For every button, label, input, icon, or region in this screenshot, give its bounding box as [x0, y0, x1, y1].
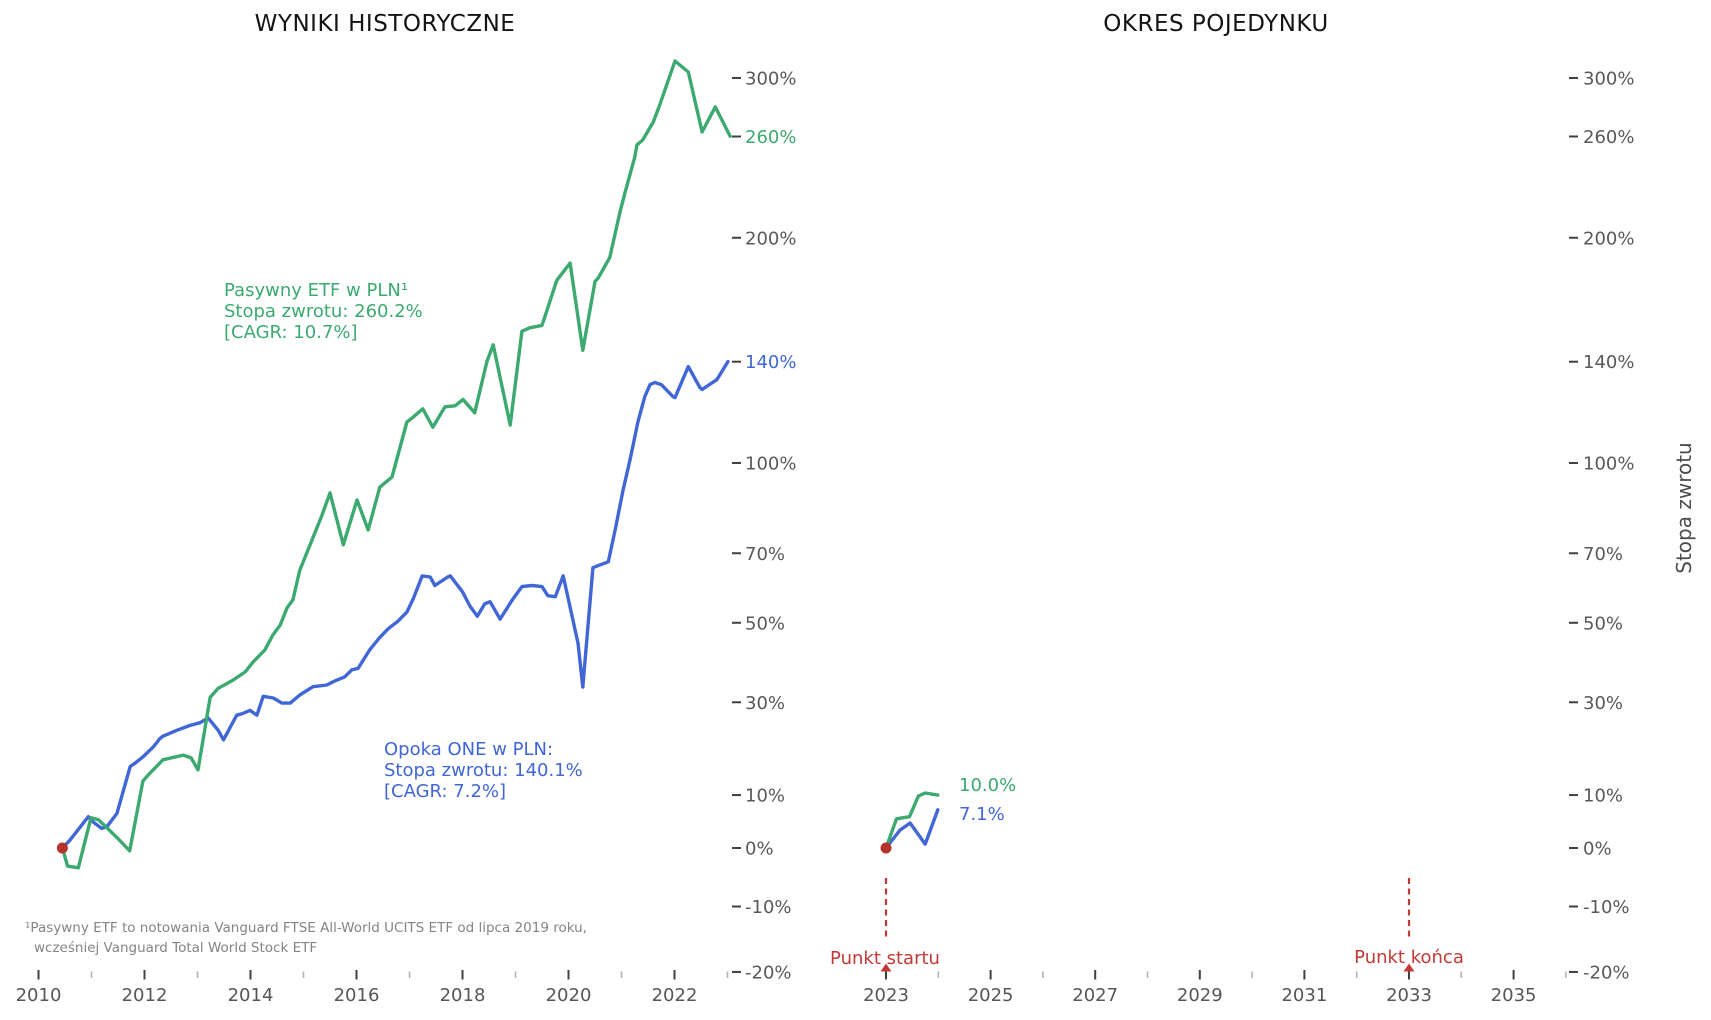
series-line-opoka-one-w-pln: [884, 808, 940, 850]
y-tick-label: 140%: [1583, 352, 1634, 373]
x-tick-label: 2033: [1386, 985, 1432, 1006]
y-tick-label: 70%: [745, 544, 785, 565]
y-tick-label: 0%: [1583, 839, 1612, 860]
y-tick-label: 10%: [1583, 786, 1623, 807]
y-tick-label: 100%: [1583, 453, 1634, 474]
y-tick-label: 30%: [745, 693, 785, 714]
y-tick-label: 50%: [1583, 613, 1623, 634]
y-tick-label: 140%: [745, 352, 796, 373]
x-tick-label: 2023: [863, 985, 909, 1006]
start-point-dot: [880, 842, 892, 854]
y-axis-title: Stopa zwrotu: [1672, 442, 1696, 574]
start-point-dot: [56, 842, 68, 854]
y-tick-label: 300%: [1583, 68, 1634, 89]
y-tick-label: 200%: [745, 228, 796, 249]
y-tick-label: 100%: [745, 453, 796, 474]
x-tick-label: 2020: [546, 985, 592, 1006]
footnote-line1: ¹Pasywny ETF to notowania Vanguard FTSE …: [25, 920, 587, 936]
event-caret-marker: [880, 963, 892, 972]
right-chart-title: OKRES POJEDYNKU: [1103, 11, 1329, 37]
duel-blue-return-label: 7.1%: [959, 804, 1005, 825]
y-tick-label: 200%: [1583, 228, 1634, 249]
footnote: ¹Pasywny ETF to notowania Vanguard FTSE …: [25, 919, 587, 958]
green-series-name: Pasywny ETF w PLN¹: [224, 280, 409, 301]
blue-series-annotation: Opoka ONE w PLN: Stopa zwrotu: 140.1% [C…: [384, 739, 583, 802]
series-line-pasywny-etf-w-pln: [60, 59, 732, 870]
start-point-label: Punkt startu: [830, 948, 940, 969]
x-tick-label: 2027: [1072, 985, 1118, 1006]
x-tick-label: 2022: [652, 985, 698, 1006]
x-tick-label: 2010: [16, 985, 62, 1006]
y-tick-label: 70%: [1583, 544, 1623, 565]
event-caret-marker: [1403, 963, 1415, 972]
blue-series-cagr: [CAGR: 7.2%]: [384, 781, 507, 802]
x-tick-label: 2012: [122, 985, 168, 1006]
y-tick-label: 0%: [745, 839, 774, 860]
y-tick-label: -20%: [1583, 962, 1630, 983]
green-series-cagr: [CAGR: 10.7%]: [224, 322, 358, 343]
y-tick-label: 300%: [745, 68, 796, 89]
x-tick-label: 2016: [334, 985, 380, 1006]
x-tick-label: 2029: [1177, 985, 1223, 1006]
y-tick-label: 50%: [745, 613, 785, 634]
y-tick-label: 10%: [745, 786, 785, 807]
y-tick-label: -20%: [745, 962, 792, 983]
blue-series-return: Stopa zwrotu: 140.1%: [384, 760, 583, 781]
x-tick-label: 2031: [1281, 985, 1327, 1006]
series-line-pasywny-etf-w-pln: [884, 791, 940, 850]
series-line-opoka-one-w-pln: [60, 359, 730, 850]
y-tick-label: 260%: [1583, 127, 1634, 148]
green-series-annotation: Pasywny ETF w PLN¹ Stopa zwrotu: 260.2% …: [224, 280, 423, 343]
duel-green-return-label: 10.0%: [959, 775, 1017, 796]
x-tick-label: 2018: [440, 985, 486, 1006]
y-tick-label: 30%: [1583, 693, 1623, 714]
end-point-label: Punkt końca: [1354, 947, 1464, 968]
left-chart-title: WYNIKI HISTORYCZNE: [254, 11, 516, 37]
x-tick-label: 2025: [968, 985, 1014, 1006]
y-tick-label: 260%: [745, 127, 796, 148]
green-series-return: Stopa zwrotu: 260.2%: [224, 301, 423, 322]
x-tick-label: 2035: [1491, 985, 1537, 1006]
blue-series-name: Opoka ONE w PLN:: [384, 739, 554, 760]
x-tick-label: 2014: [228, 985, 274, 1006]
footnote-line2: wcześniej Vanguard Total World Stock ETF: [34, 939, 318, 956]
y-tick-label: -10%: [745, 897, 792, 918]
y-tick-label: -10%: [1583, 897, 1630, 918]
